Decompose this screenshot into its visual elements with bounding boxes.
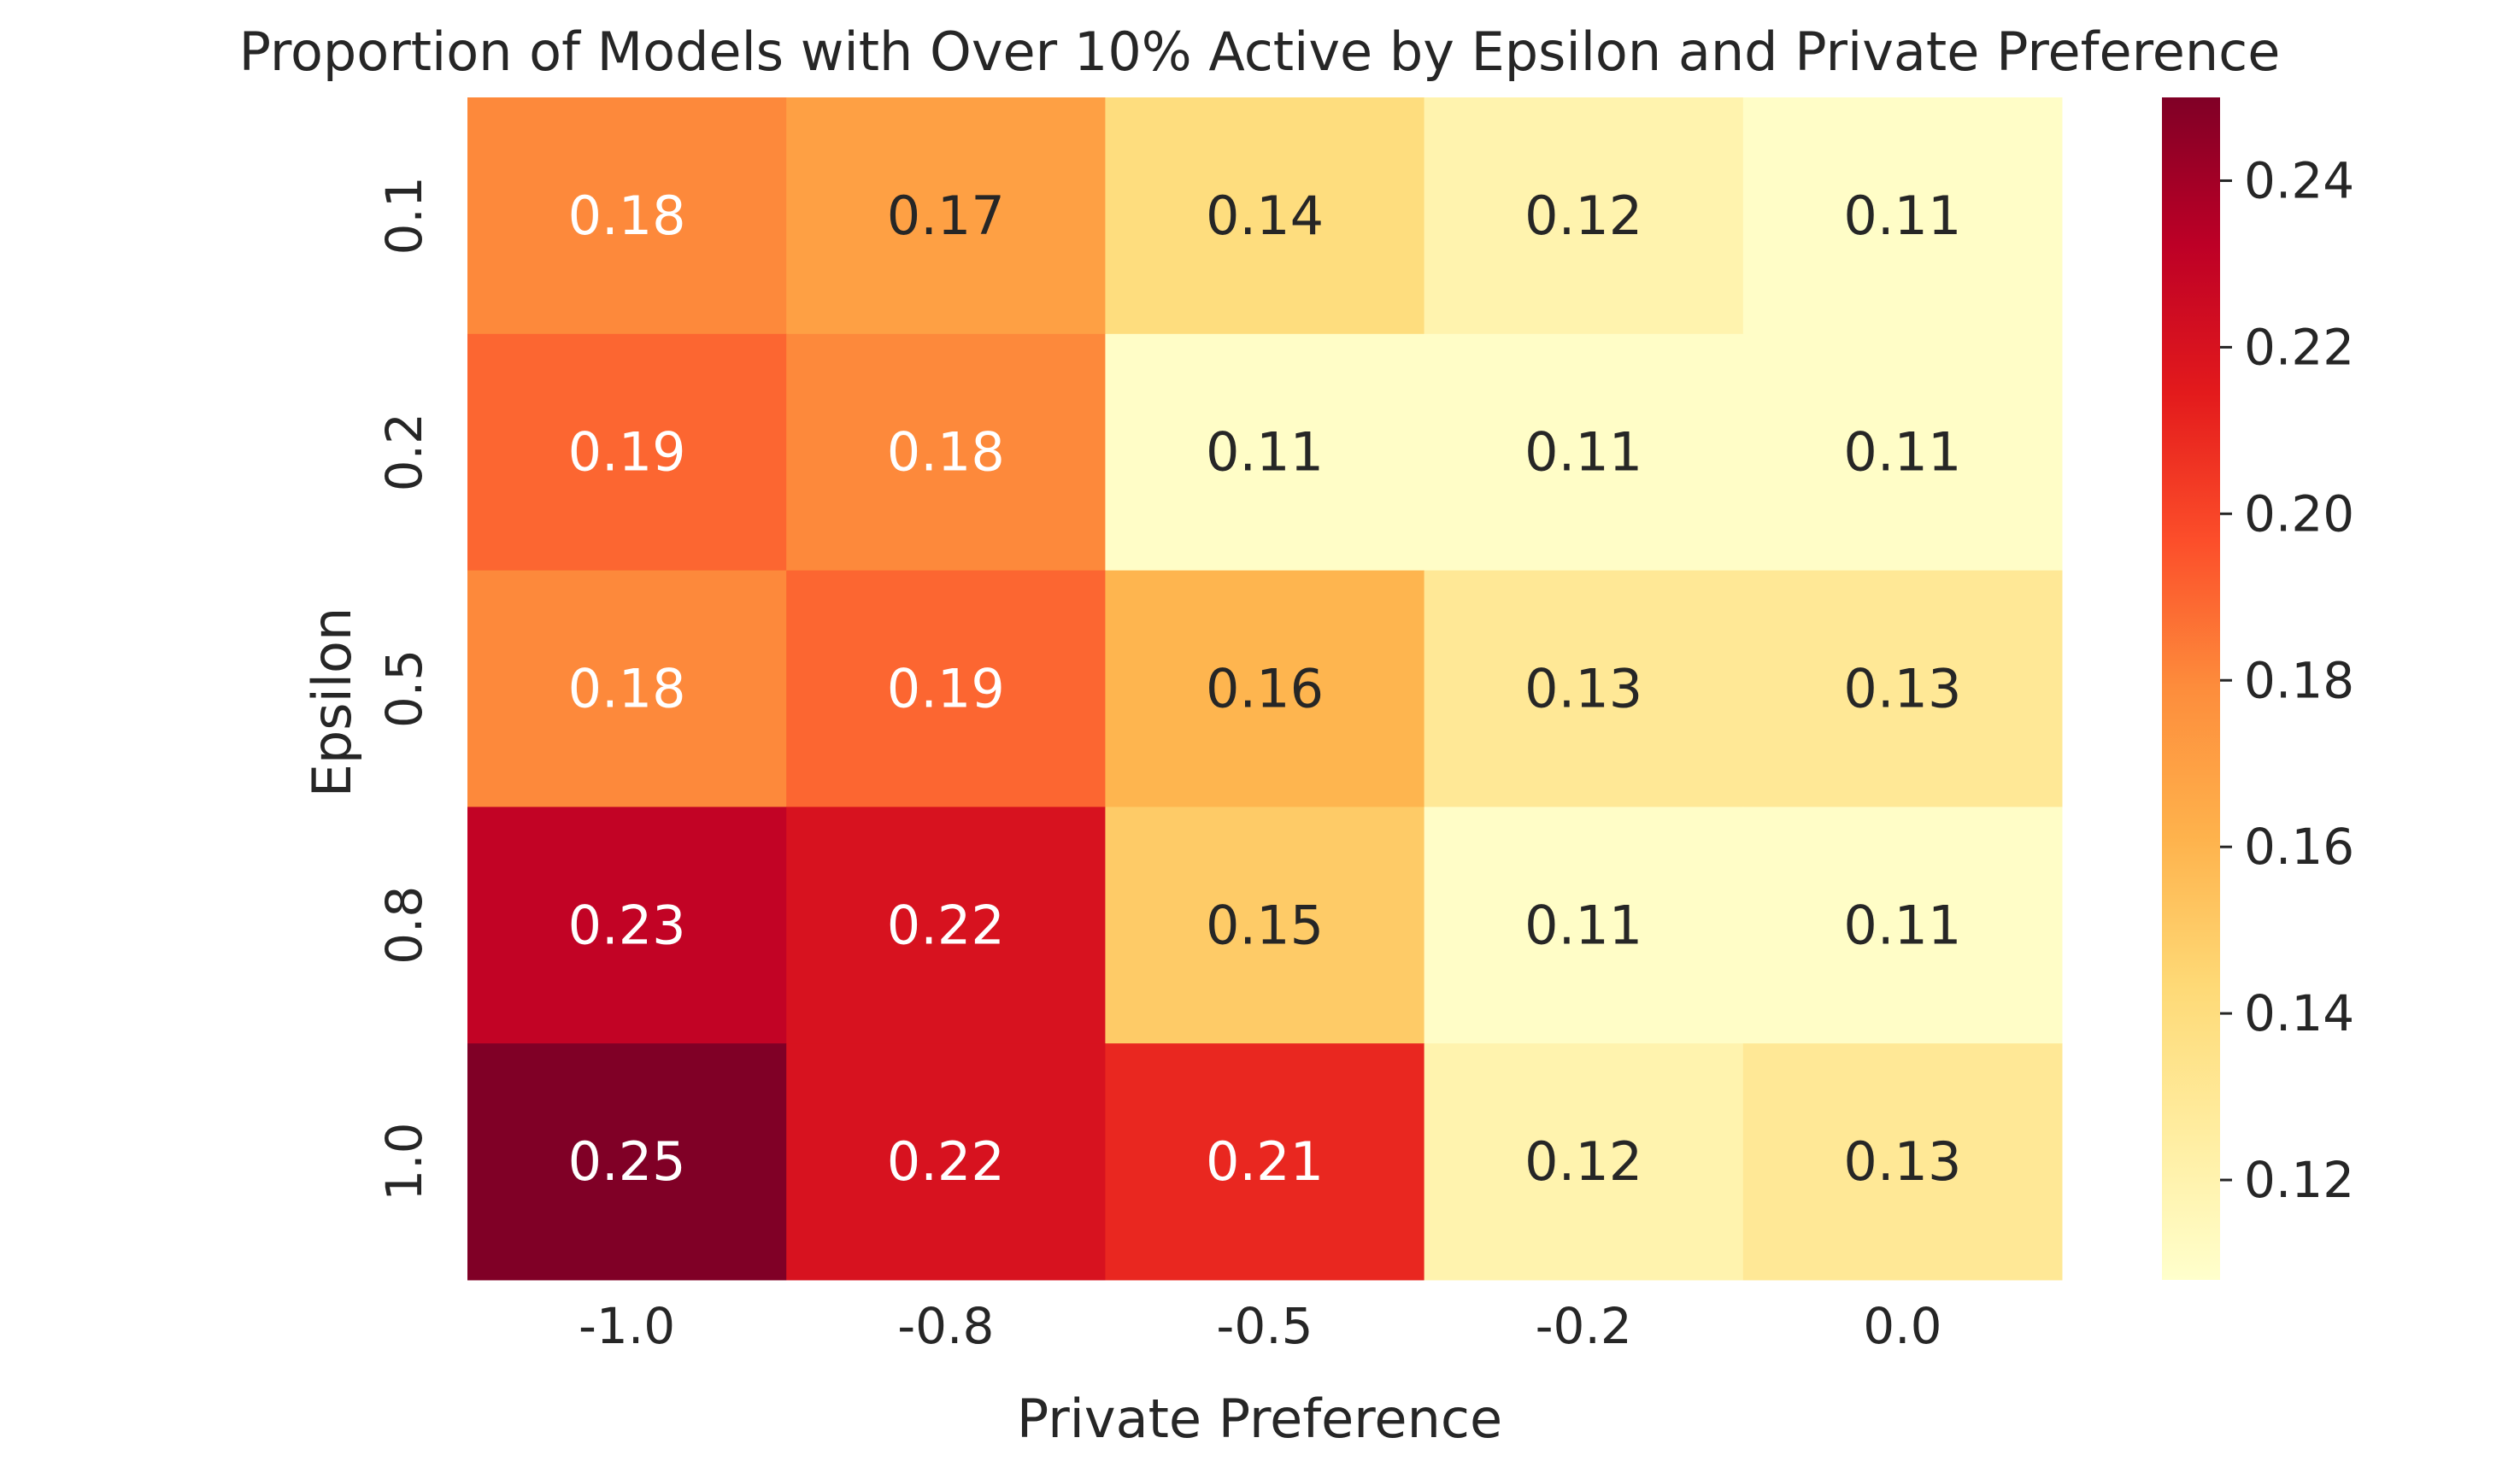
heatmap-cell (1105, 570, 1425, 807)
cell-value-label: 0.11 (1843, 185, 1961, 247)
cell-value-label: 0.12 (1524, 185, 1642, 247)
heatmap-cell (1105, 333, 1425, 572)
colorbar-tick-label: 0.24 (2244, 151, 2354, 209)
y-tick-label: 0.8 (375, 886, 433, 965)
heatmap-cell (786, 807, 1106, 1044)
colorbar-tick-label: 0.20 (2244, 484, 2354, 543)
cell-value-label: 0.11 (1843, 421, 1961, 484)
colorbar (2162, 97, 2220, 1280)
heatmap-cell (467, 333, 787, 572)
heatmap-cell (467, 97, 787, 335)
cell-value-label: 0.15 (1206, 894, 1324, 956)
heatmap-cell (786, 97, 1106, 335)
heatmap-cell (467, 570, 787, 807)
colorbar-tick-label: 0.18 (2244, 651, 2354, 709)
cell-value-label: 0.11 (1524, 894, 1642, 956)
x-tick-label: -1.0 (579, 1297, 675, 1355)
heatmap-cell (1742, 97, 2063, 335)
colorbar-tick-label: 0.12 (2244, 1151, 2354, 1209)
heatmap-cell (1424, 1043, 1744, 1281)
x-tick-label: -0.8 (897, 1297, 994, 1355)
heatmap-cell (786, 570, 1106, 807)
heatmap-cell-labels: 0.18 0.17 0.14 0.12 0.11 0.19 0.18 0.11 0.11 0.11… (568, 185, 1962, 1193)
x-axis-label: Private Preference (1017, 1388, 1502, 1450)
cell-value-label: 0.22 (887, 1130, 1005, 1193)
cell-value-label: 0.22 (887, 894, 1005, 956)
cell-value-label: 0.13 (1524, 658, 1642, 720)
heatmap-cells (467, 97, 2063, 1281)
heatmap-cell (786, 1043, 1106, 1281)
heatmap-cell (1742, 570, 2063, 807)
x-tick-label: -0.2 (1536, 1297, 1632, 1355)
colorbar-tick-label: 0.22 (2244, 318, 2354, 376)
cell-value-label: 0.11 (1843, 894, 1961, 956)
heatmap-cell (786, 333, 1106, 572)
y-tick-label: 0.2 (375, 413, 433, 491)
heatmap-cell (1424, 97, 1744, 335)
chart-title: Proportion of Models with Over 10% Activ… (239, 21, 2281, 83)
heatmap-cell (1742, 333, 2063, 572)
cell-value-label: 0.12 (1524, 1130, 1642, 1193)
cell-value-label: 0.21 (1206, 1130, 1324, 1193)
cell-value-label: 0.19 (887, 658, 1005, 720)
heatmap-cell (1424, 570, 1744, 807)
heatmap-cell (1105, 97, 1425, 335)
colorbar-tick-label: 0.16 (2244, 818, 2354, 876)
heatmap-cell (1742, 1043, 2063, 1281)
cell-value-label: 0.19 (568, 421, 686, 484)
colorbar-ticks: 0.12 0.14 0.16 0.18 0.20 0.22 0.24 (2220, 151, 2354, 1209)
cell-value-label: 0.17 (887, 185, 1005, 247)
cell-value-label: 0.13 (1843, 658, 1961, 720)
heatmap-cell (467, 1043, 787, 1281)
cell-value-label: 0.14 (1206, 185, 1324, 247)
cell-value-label: 0.18 (568, 658, 686, 720)
cell-value-label: 0.16 (1206, 658, 1324, 720)
cell-value-label: 0.11 (1524, 421, 1642, 484)
y-tick-label: 1.0 (375, 1122, 433, 1200)
y-tick-label: 0.1 (375, 176, 433, 255)
cell-value-label: 0.18 (887, 421, 1005, 484)
y-axis-label: Epsilon (301, 607, 363, 798)
heatmap-cell (1105, 807, 1425, 1044)
heatmap-cell (1105, 1043, 1425, 1281)
x-tick-label: -0.5 (1216, 1297, 1313, 1355)
heatmap-cell (1424, 333, 1744, 572)
colorbar-tick-label: 0.14 (2244, 984, 2354, 1042)
x-tick-label: 0.0 (1863, 1297, 1941, 1355)
heatmap-cell (1424, 807, 1744, 1044)
cell-value-label: 0.13 (1843, 1130, 1961, 1193)
heatmap-cell (467, 807, 787, 1044)
cell-value-label: 0.18 (568, 185, 686, 247)
heatmap-cell (1742, 807, 2063, 1044)
cell-value-label: 0.23 (568, 894, 686, 956)
y-tick-label: 0.5 (375, 649, 433, 728)
y-axis-ticks: 0.1 0.2 0.5 0.8 1.0 (375, 176, 433, 1200)
cell-value-label: 0.11 (1206, 421, 1324, 484)
cell-value-label: 0.25 (568, 1130, 686, 1193)
x-axis-ticks: -1.0 -0.8 -0.5 -0.2 0.0 (579, 1297, 1942, 1355)
